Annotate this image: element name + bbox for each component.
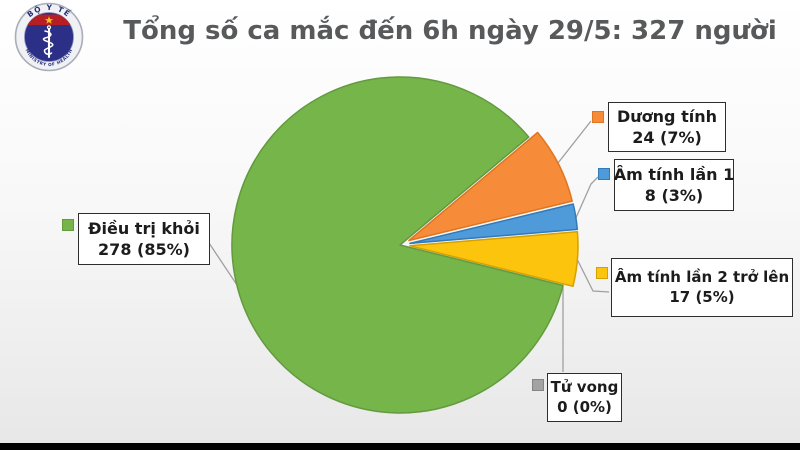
logo-asclepius-staff-icon	[42, 25, 54, 59]
legend-swatch-dieu-tri-khoi	[62, 219, 74, 231]
leader-line-am-tinh-lan-1	[574, 176, 599, 221]
logo-star-icon	[44, 16, 54, 24]
callout-label: Tử vong	[550, 377, 619, 396]
legend-swatch-am-tinh-lan-1	[598, 168, 610, 180]
callout-value: 24 (7%)	[632, 128, 702, 147]
callout-value: 0 (0%)	[557, 397, 612, 416]
leader-line-am-tinh-lan-2	[576, 258, 610, 293]
callout-tu-vong: Tử vong 0 (0%)	[547, 373, 622, 422]
legend-swatch-duong-tinh	[592, 111, 604, 123]
callout-value: 278 (85%)	[98, 240, 190, 259]
callout-label: Âm tính lần 2 trở lên	[614, 267, 790, 286]
page-title: Tổng số ca mắc đến 6h ngày 29/5: 327 ngư…	[123, 16, 777, 46]
callout-label: Dương tính	[617, 106, 717, 126]
leader-line-duong-tinh	[557, 120, 592, 164]
leader-line-dieu-tri-khoi	[206, 239, 238, 286]
callout-duong-tinh: Dương tính 24 (7%)	[608, 102, 726, 152]
callout-dieu-tri-khoi: Điều trị khỏi 278 (85%)	[78, 213, 210, 265]
callout-am-tinh-lan-2: Âm tính lần 2 trở lên 17 (5%)	[611, 258, 793, 317]
callout-label: Âm tính lần 1	[613, 164, 735, 184]
pie-slice-duong-tinh	[408, 131, 573, 242]
pie-slice-am-tinh-lan-1	[409, 203, 579, 245]
pie-slice-am-tinh-lan-2	[409, 231, 579, 288]
pie-slice-dieu-tri-khoi	[231, 76, 564, 414]
legend-swatch-am-tinh-lan-2	[596, 267, 608, 279]
callout-value: 8 (3%)	[644, 186, 704, 205]
callout-am-tinh-lan-1: Âm tính lần 1 8 (3%)	[614, 159, 734, 211]
legend-swatch-tu-vong	[532, 379, 544, 391]
bottom-letterbox-bar	[0, 443, 800, 450]
ministry-of-health-logo: BỘ Y TẾ MINISTRY OF HEALTH	[14, 2, 84, 72]
callout-label: Điều trị khỏi	[88, 218, 200, 238]
callout-value: 17 (5%)	[669, 287, 735, 306]
